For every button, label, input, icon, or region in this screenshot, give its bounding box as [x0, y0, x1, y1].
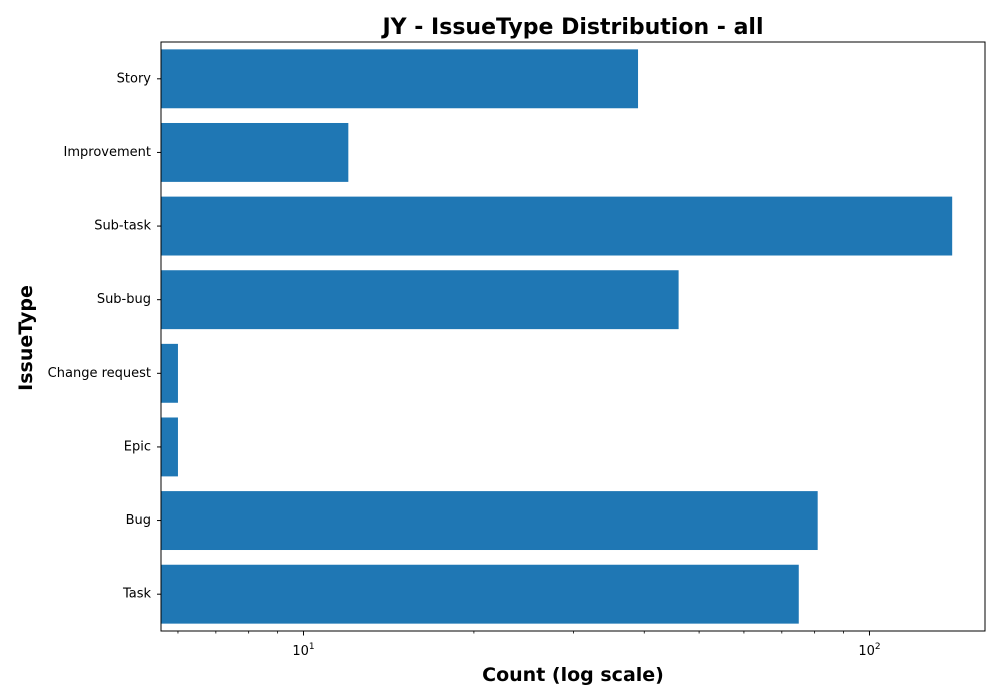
bar-sub-task: [161, 196, 953, 256]
y-tick-label-task: Task: [122, 587, 152, 602]
bar-improvement: [161, 122, 349, 182]
y-tick-label-change-request: Change request: [48, 366, 151, 381]
y-axis-ticks: Task Bug Epic Change request Sub-bug Sub-task…: [48, 71, 161, 602]
bar-story: [161, 49, 639, 109]
x-tick-label-0: 101: [292, 642, 314, 659]
y-tick-label-sub-bug: Sub-bug: [97, 292, 151, 307]
chart-title: JY - IssueType Distribution - all: [380, 15, 763, 40]
y-tick-label-bug: Bug: [126, 513, 151, 528]
y-axis-label: IssueType: [15, 285, 37, 391]
bar-epic: [161, 417, 178, 477]
bar-sub-bug: [161, 270, 679, 330]
x-axis-ticks: 101 102: [292, 631, 881, 659]
y-tick-label-epic: Epic: [124, 439, 151, 454]
y-tick-label-improvement: Improvement: [64, 145, 151, 160]
bar-bug: [161, 491, 818, 551]
bar-change-request: [161, 343, 178, 403]
x-tick-label-1: 102: [858, 642, 880, 659]
bar-task: [161, 564, 799, 624]
y-tick-label-sub-task: Sub-task: [94, 219, 151, 234]
bars-group: [161, 49, 953, 624]
plot-frame: [160, 41, 986, 632]
y-tick-label-story: Story: [117, 71, 152, 86]
x-axis-label: Count (log scale): [482, 664, 664, 686]
